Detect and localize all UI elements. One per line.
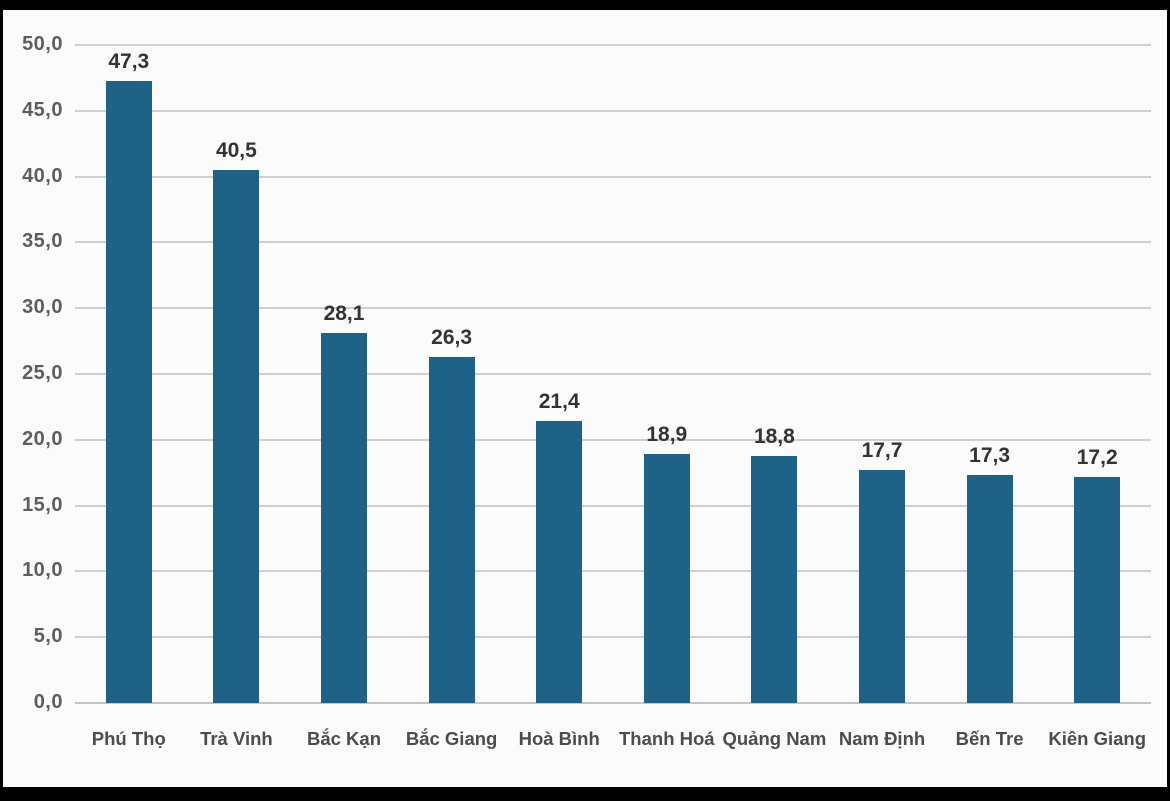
gridline xyxy=(75,241,1151,244)
x-tick-label: Trà Vinh xyxy=(200,728,273,749)
gridline xyxy=(75,307,1151,310)
gridline xyxy=(75,109,1151,112)
bar-value-label: 17,2 xyxy=(1076,445,1118,469)
bar xyxy=(213,170,260,703)
gridline xyxy=(75,504,1151,507)
gridline xyxy=(75,438,1151,441)
x-tick-label: Thanh Hoá xyxy=(619,728,715,749)
bar-chart: 0,0 5,0 10,0 15,0 20,0 25,0 30,0 35,0 40,0 45,0 50… xyxy=(3,10,1167,787)
y-tick-label: 50,0 xyxy=(22,33,63,55)
y-tick-label: 30,0 xyxy=(22,296,63,319)
gridline xyxy=(75,373,1151,375)
gridline xyxy=(75,636,1151,639)
bar-value-label: 40,5 xyxy=(215,139,257,163)
bar-value-label: 21,4 xyxy=(538,390,580,414)
bar-value-label: 18,9 xyxy=(646,423,688,447)
x-tick-label: Hoà Bình xyxy=(518,728,600,749)
bar xyxy=(536,421,583,703)
y-tick-label: 25,0 xyxy=(22,362,63,384)
gridline xyxy=(75,175,1151,178)
gridline xyxy=(75,44,1151,46)
x-tick-label: Bắc Kạn xyxy=(306,728,382,749)
y-tick-label: 35,0 xyxy=(22,230,63,253)
bar-value-label: 18,8 xyxy=(753,424,795,448)
x-tick-label: Quảng Nam xyxy=(722,728,827,749)
x-tick-label: Bến Tre xyxy=(955,728,1024,749)
bar-value-label: 17,7 xyxy=(861,439,903,463)
x-tick-label: Kiên Giang xyxy=(1048,728,1147,749)
y-tick-label: 5,0 xyxy=(33,625,63,648)
bar-value-label: 26,3 xyxy=(431,325,473,349)
x-tick-label: Nam Định xyxy=(838,728,926,749)
bar xyxy=(751,455,798,703)
y-tick-label: 45,0 xyxy=(22,98,63,121)
bar xyxy=(859,470,905,703)
y-tick-label: 10,0 xyxy=(22,559,63,582)
y-tick-label: 20,0 xyxy=(22,427,63,450)
bar-value-label: 17,3 xyxy=(969,444,1011,468)
bar-value-label: 47,3 xyxy=(108,49,150,73)
y-tick-label: 15,0 xyxy=(22,493,63,516)
y-tick-label: 40,0 xyxy=(22,164,63,187)
x-tick-label: Phú Thọ xyxy=(91,728,166,749)
x-tick-label: Bắc Giang xyxy=(405,728,498,749)
bar xyxy=(966,475,1013,703)
bar xyxy=(1074,476,1121,703)
bar xyxy=(428,356,475,703)
bar xyxy=(105,80,152,703)
bar xyxy=(643,454,690,703)
y-tick-label: 0,0 xyxy=(33,691,63,713)
gridline xyxy=(75,570,1151,573)
gridline xyxy=(75,702,1151,704)
bar xyxy=(321,333,367,703)
bar-value-label: 28,1 xyxy=(323,302,365,326)
